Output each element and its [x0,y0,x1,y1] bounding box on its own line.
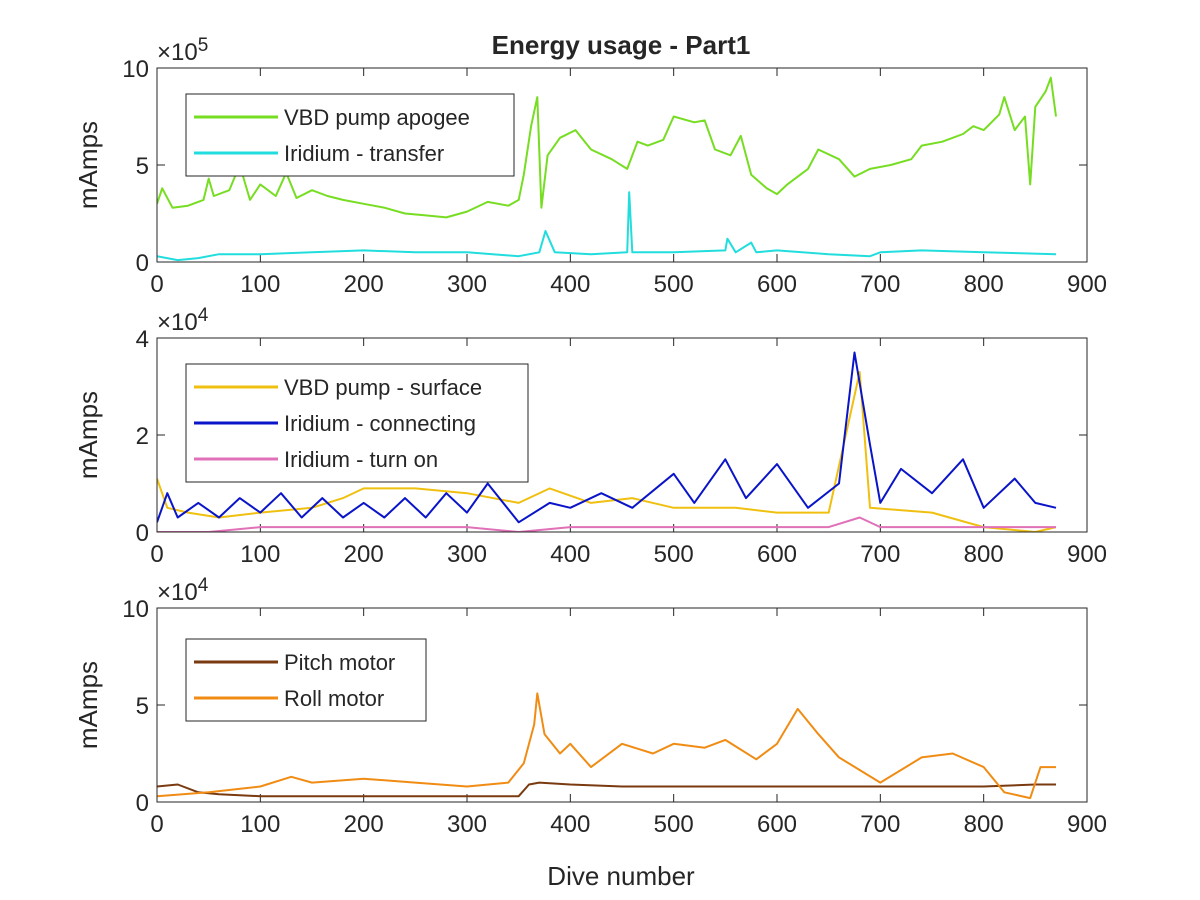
x-tick-label: 600 [757,271,797,298]
legend: Pitch motor Roll motor [185,638,427,722]
legend-label: Pitch motor [284,650,395,675]
y-exponent-power: 4 [198,575,209,596]
legend-label: VBD pump - surface [284,375,482,400]
x-tick-label: 0 [150,811,163,838]
y-tick-label: 5 [136,153,149,180]
x-tick-label: 100 [240,271,280,298]
x-tick-label: 200 [344,811,384,838]
x-tick-label: 200 [344,541,384,568]
legend-label: VBD pump apogee [284,105,470,130]
subplot-1: 0 100 200 300 400 500 600 700 800 9000510×105mAmp… [73,35,1107,298]
y-exponent-power: 5 [198,35,209,56]
series-line-1 [157,76,1057,219]
x-tick-label: 0 [150,541,163,568]
y-tick-label: 5 [136,693,149,720]
y-exponent-label: ×105 [157,35,208,66]
x-tick-label: 200 [344,271,384,298]
x-tick-label: 600 [757,811,797,838]
x-tick-label: 500 [654,271,694,298]
x-tick-label: 800 [964,541,1004,568]
y-exponent-power: 4 [198,305,209,326]
axes-frame [156,337,1088,533]
subplot-2: 0 100 200 300 400 500 600 700 800 900024×104mAmps… [73,305,1107,568]
y-exponent-label: ×104 [157,575,209,606]
x-tick-label: 900 [1067,541,1107,568]
x-tick-label: 300 [447,271,487,298]
y-exponent-base: ×10 [157,39,198,66]
y-tick-label: 0 [136,250,149,277]
x-tick-label: 900 [1067,811,1107,838]
legend-label: Iridium - connecting [284,411,476,436]
x-tick-label: 800 [964,811,1004,838]
x-tick-label: 700 [860,811,900,838]
x-tick-label: 100 [240,811,280,838]
y-axis-label: mAmps [73,661,103,749]
y-tick-label: 10 [122,56,149,83]
series-line-1 [157,371,1057,532]
x-axis-label: Dive number [547,861,695,891]
x-tick-label: 300 [447,541,487,568]
legend-label: Iridium - turn on [284,447,438,472]
y-tick-label: 10 [122,596,149,623]
y-exponent-base: ×10 [157,309,198,336]
y-tick-label: 4 [136,326,149,353]
series-line-1 [157,781,1056,798]
x-tick-label: 400 [550,811,590,838]
y-axis-label: mAmps [73,391,103,479]
x-tick-label: 100 [240,541,280,568]
legend: VBD pump - surface Iridium - connecting Ir… [185,363,529,483]
x-tick-label: 600 [757,541,797,568]
y-exponent-base: ×10 [157,579,198,606]
y-exponent-label: ×104 [157,305,209,336]
x-tick-label: 700 [860,541,900,568]
axes-frame [156,607,1088,803]
series-line-2 [157,351,1057,524]
y-tick-label: 0 [136,520,149,547]
series-line-2 [157,692,1056,800]
x-tick-label: 300 [447,811,487,838]
series-line-3 [157,516,1056,532]
subplot-3: 0 100 200 300 400 500 600 700 800 900 0 5 10 ×104 mAmp… [73,575,1107,838]
x-tick-label: 700 [860,271,900,298]
series-line-2 [157,191,1057,262]
legend-label: Roll motor [284,686,384,711]
y-tick-label: 0 [136,790,149,817]
x-tick-label: 0 [150,271,163,298]
figure-title: Energy usage - Part1 [492,30,751,60]
x-tick-label: 900 [1067,271,1107,298]
legend-label: Iridium - transfer [284,141,444,166]
x-tick-label: 500 [654,541,694,568]
y-tick-label: 2 [136,423,149,450]
axes-frame [156,67,1088,263]
x-tick-label: 400 [550,271,590,298]
x-tick-label: 800 [964,271,1004,298]
legend: VBD pump apogee Iridium - transfer [185,93,515,177]
legend-box [185,93,515,177]
legend-box [185,638,427,722]
x-tick-label: 500 [654,811,694,838]
x-tick-label: 400 [550,541,590,568]
y-axis-label: mAmps [73,121,103,209]
